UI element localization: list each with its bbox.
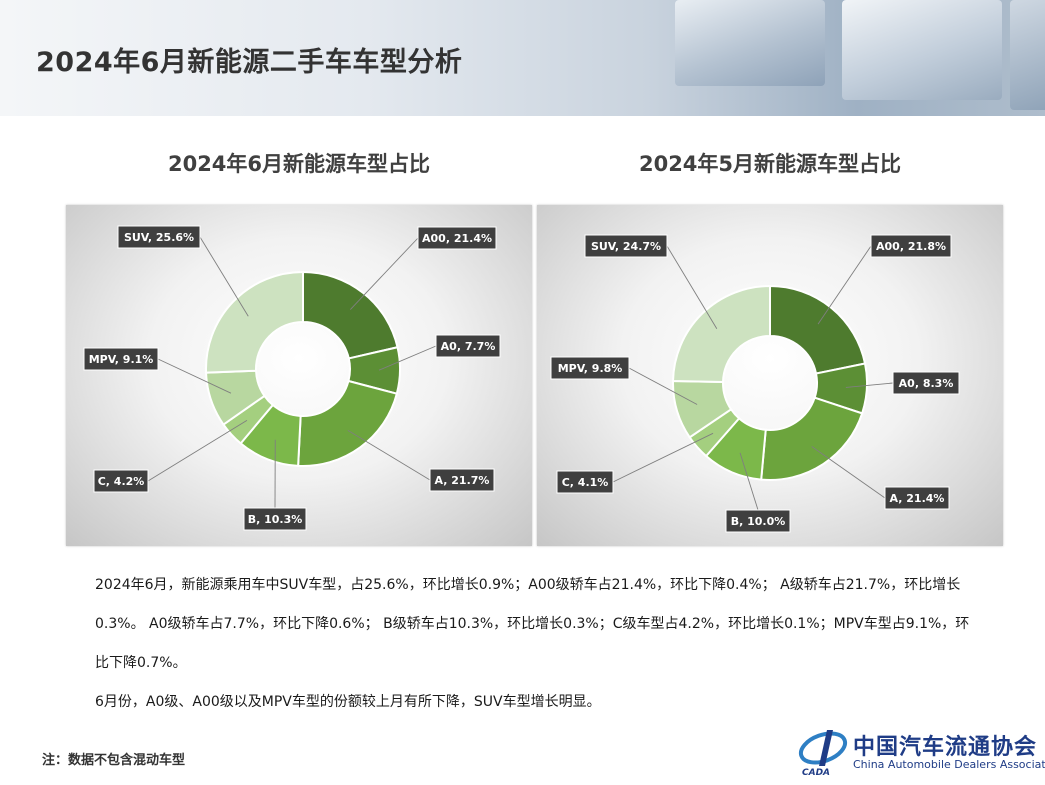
leader-line (666, 245, 718, 329)
data-label-text: A0, 8.3% (899, 377, 954, 390)
data-label-box (435, 334, 501, 358)
leader-line (157, 358, 232, 394)
data-label-box (725, 509, 791, 533)
data-label-a00: A00, 21.4% (417, 226, 497, 250)
data-label-b: B, 10.0% (725, 509, 791, 533)
data-label-box (870, 234, 952, 258)
data-label-suv: SUV, 24.7% (584, 234, 668, 258)
cada-logo: CADA 中国汽车流通协会 China Automobile Dealers A… (797, 726, 1045, 778)
data-label-box (83, 347, 159, 371)
data-label-text: B, 10.0% (731, 515, 786, 528)
analysis-paragraph: 6月份，A0级、A00级以及MPV车型的份额较上月有所下降，SUV车型增长明显。 (95, 694, 601, 710)
data-label-text: C, 4.1% (562, 476, 609, 489)
donut-chart-may: A00, 21.8% A0, 8.3% A, 21.4% B, 10.0% C, 4.1… (537, 205, 1003, 546)
page-title: 2024年6月新能源二手车车型分析 (36, 47, 463, 78)
cada-logo-text: CADA (802, 768, 830, 778)
cada-logo-icon: CADA (798, 730, 848, 778)
chart-title-may: 2024年5月新能源车型占比 (638, 152, 902, 176)
leader-line (347, 429, 431, 481)
leader-line (612, 432, 714, 483)
data-label-box (117, 225, 201, 249)
data-label-a: A, 21.4% (884, 486, 950, 510)
logo-subtitle: China Automobile Dealers Association (853, 758, 1045, 771)
logo-name: 中国汽车流通协会 (853, 735, 1038, 760)
donut-slice-suv (671, 284, 771, 384)
data-label-text: C, 4.2% (98, 475, 145, 488)
analysis-paragraph: 2024年6月，新能源乘用车中SUV车型，占25.6%，环比增长0.9%；A00… (95, 577, 970, 671)
data-label-box (550, 356, 630, 380)
data-label-text: SUV, 25.6% (124, 231, 194, 244)
donut-slice-a00 (302, 270, 399, 360)
leader-line (199, 236, 249, 317)
data-label-suv: SUV, 25.6% (117, 225, 201, 249)
data-label-text: SUV, 24.7% (591, 240, 661, 253)
data-label-c: C, 4.1% (556, 470, 614, 494)
leader-line (811, 446, 886, 499)
leader-line (378, 345, 437, 371)
data-label-box (429, 468, 495, 492)
data-label-box (243, 507, 307, 531)
chart-title-june: 2024年6月新能源车型占比 (167, 152, 431, 176)
header-banner: 2024年6月新能源二手车车型分析 (0, 0, 1045, 116)
leader-line (147, 419, 248, 482)
data-label-text: A0, 7.7% (441, 340, 496, 353)
data-label-a00: A00, 21.8% (870, 234, 952, 258)
decorative-cube (1010, 0, 1045, 110)
data-label-a0: A0, 7.7% (435, 334, 501, 358)
data-label-box (892, 371, 960, 395)
data-label-box (417, 226, 497, 250)
leader-line (739, 452, 759, 511)
data-label-mpv: MPV, 9.1% (83, 347, 159, 371)
donut-chart-june: A00, 21.4% A0, 7.7% A, 21.7% B, 10.3% C, 4.2… (66, 205, 532, 546)
footnote: 注：数据不包含混动车型 (42, 753, 186, 768)
data-label-mpv: MPV, 9.8% (550, 356, 630, 380)
data-label-text: MPV, 9.8% (558, 362, 623, 375)
data-label-a0: A0, 8.3% (892, 371, 960, 395)
data-label-box (556, 470, 614, 494)
leader-line (817, 245, 872, 325)
donut-slice-a00 (769, 284, 867, 375)
leader-line (628, 367, 698, 405)
data-label-text: B, 10.3% (248, 513, 303, 526)
leader-line (350, 237, 419, 310)
data-label-a: A, 21.7% (429, 468, 495, 492)
data-label-text: A, 21.4% (890, 492, 945, 505)
data-label-c: C, 4.2% (93, 469, 149, 493)
donut-slice-a (760, 396, 864, 481)
data-label-box (884, 486, 950, 510)
decorative-cube (842, 0, 1002, 100)
data-label-text: MPV, 9.1% (89, 353, 154, 366)
donut-slice-suv (205, 270, 304, 374)
data-label-b: B, 10.3% (243, 507, 307, 531)
decorative-cube (675, 0, 825, 86)
data-label-text: A00, 21.4% (422, 232, 492, 245)
leader-line (845, 382, 894, 388)
donut-slice-a (297, 379, 399, 467)
data-label-text: A00, 21.8% (876, 240, 946, 253)
donut-chart-may-svg: A00, 21.8% A0, 8.3% A, 21.4% B, 10.0% C, 4.1… (550, 234, 960, 533)
data-label-box (584, 234, 668, 258)
analysis-text: 2024年6月，新能源乘用车中SUV车型，占25.6%，环比增长0.9%；A00… (95, 566, 975, 722)
data-label-text: A, 21.7% (435, 474, 490, 487)
donut-chart-june-svg: A00, 21.4% A0, 7.7% A, 21.7% B, 10.3% C, 4.2… (83, 225, 501, 531)
data-label-box (93, 469, 149, 493)
